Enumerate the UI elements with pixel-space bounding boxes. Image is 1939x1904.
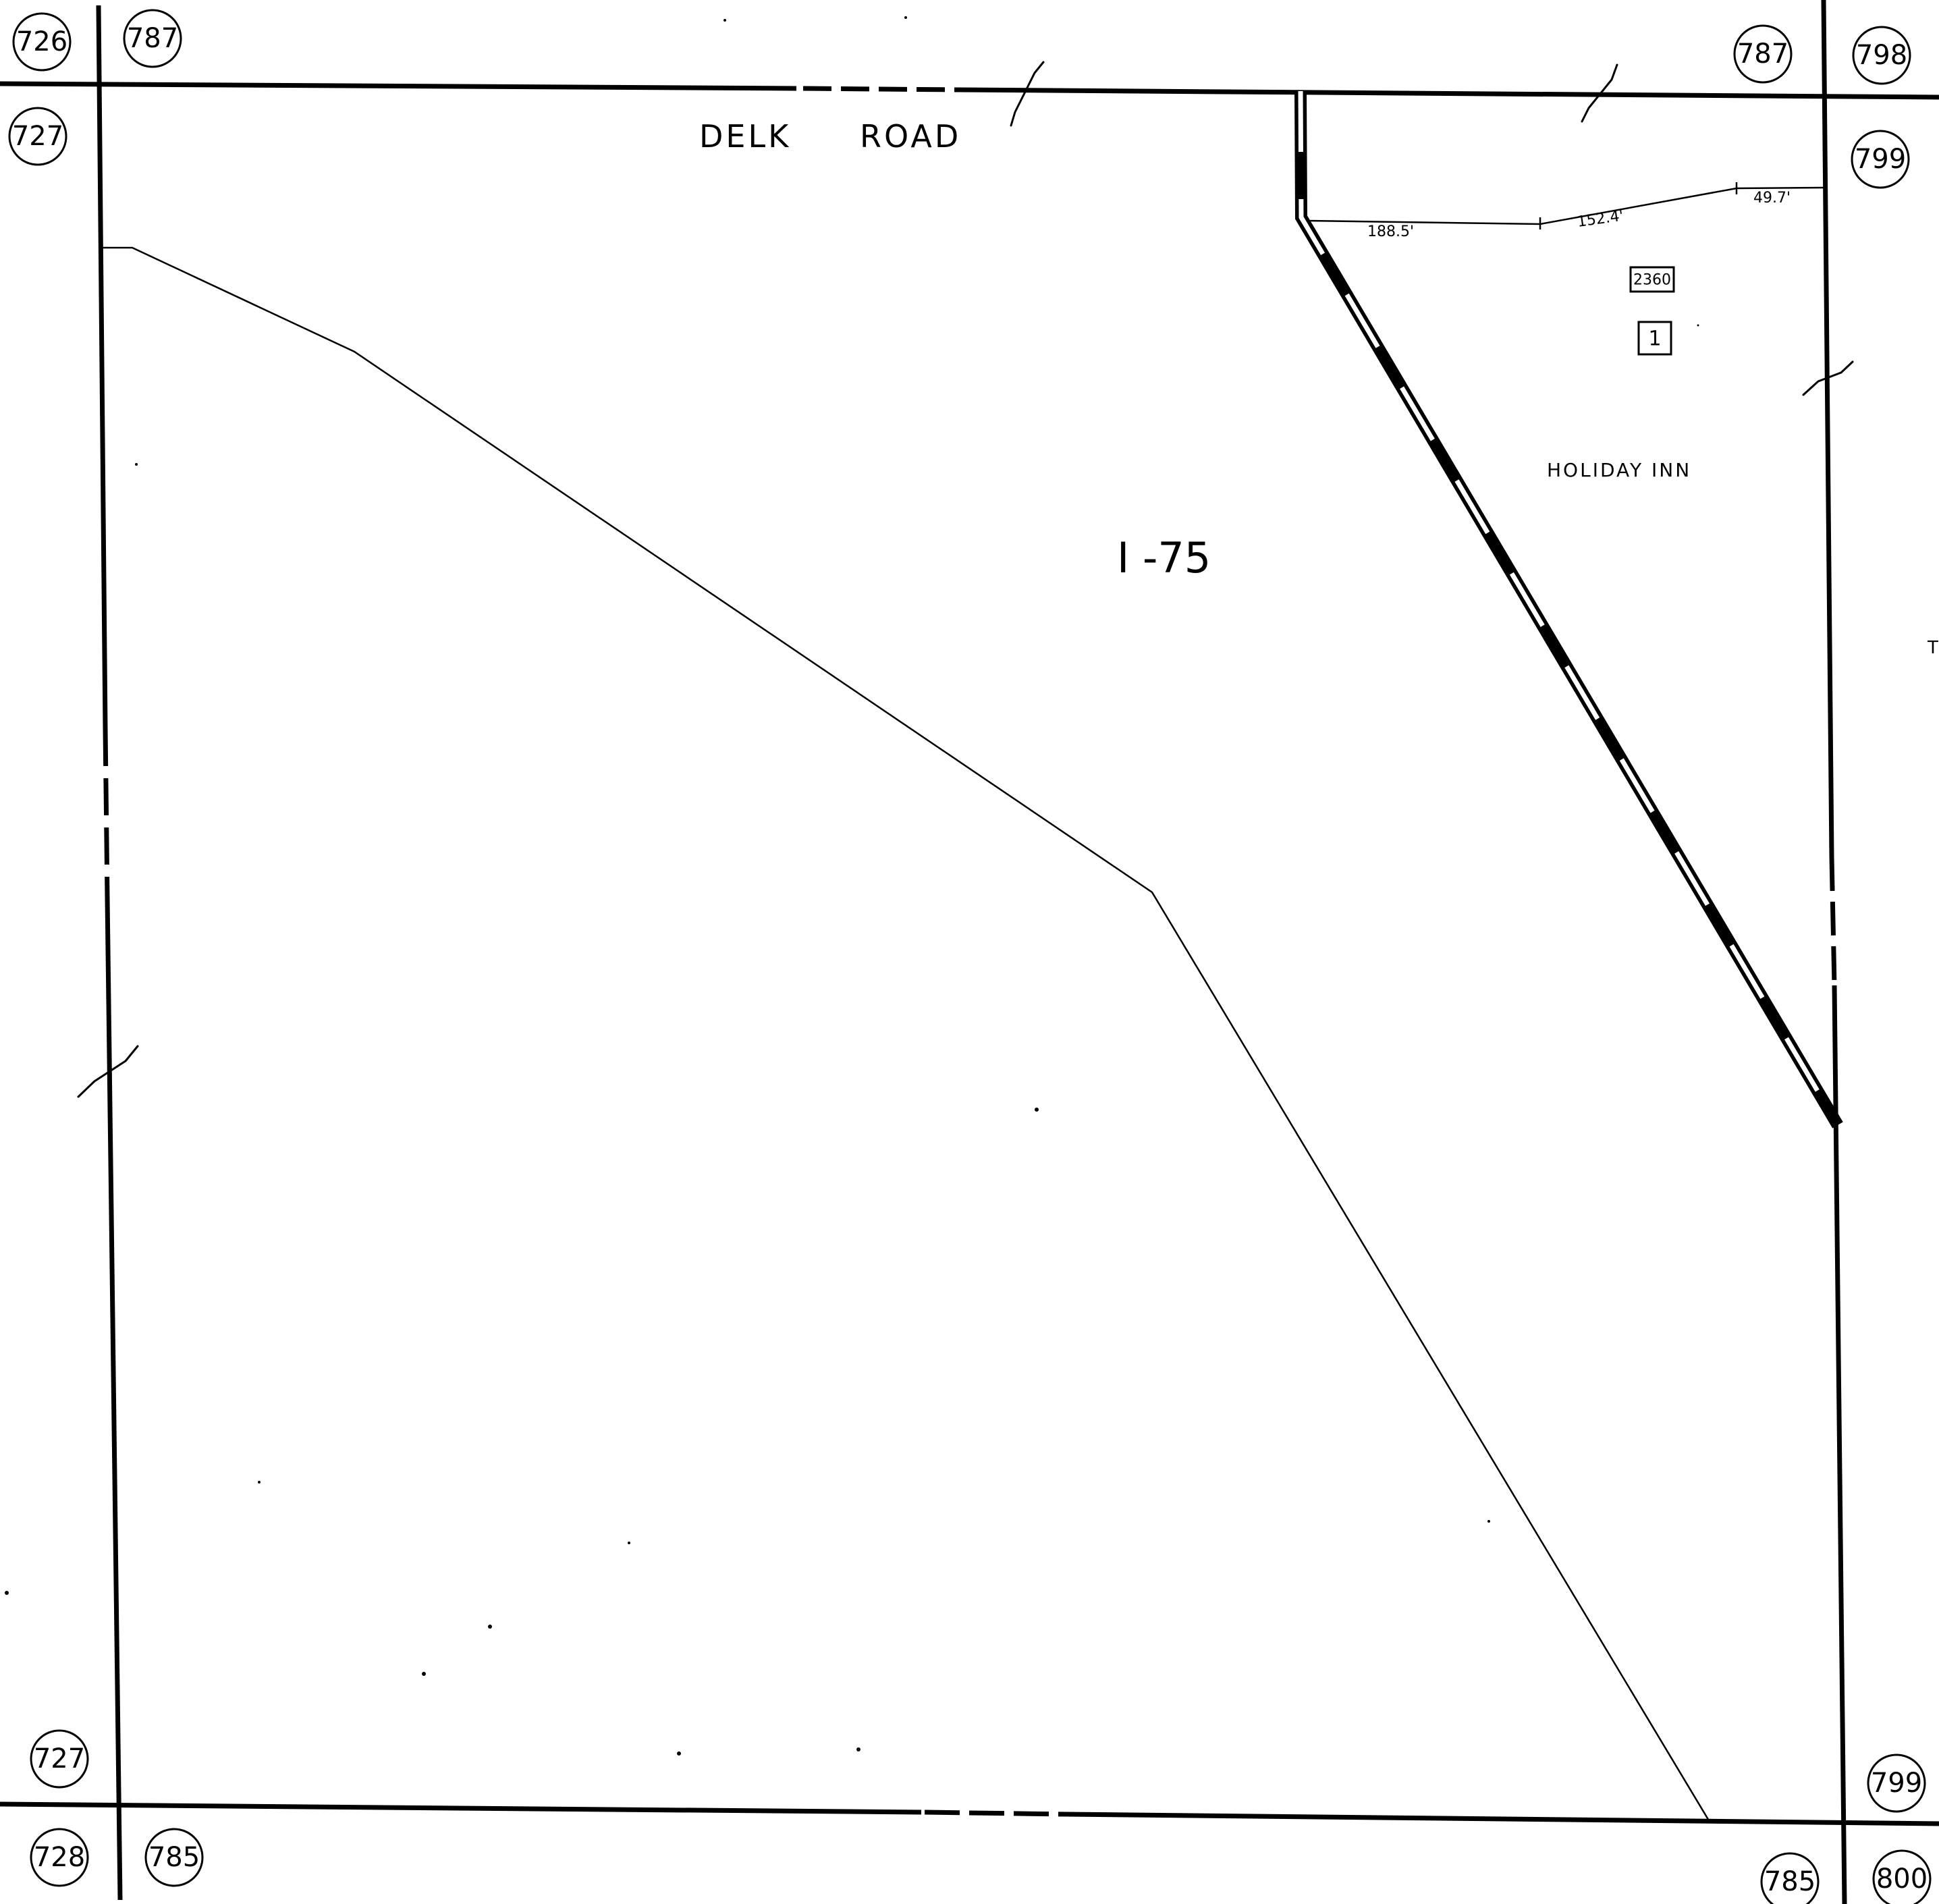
sheet-reference-circles: 726 787 787 798 727 799 727 799 [8,9,1932,1904]
parcel-boundary-heavy [1294,90,1843,1128]
right-boundary-dashes [1829,856,1837,986]
svg-text:787: 787 [127,23,178,54]
sheet-ref-785-right: 785 [1760,1852,1820,1904]
dimension-188-5: 188.5' [1367,223,1414,240]
sheet-ref-785-left: 785 [144,1828,204,1887]
sheet-ref-799-upper: 799 [1851,130,1910,189]
scan-specks [5,16,1699,1756]
parcel-north-polyline [1307,186,1824,225]
svg-text:728: 728 [34,1842,85,1873]
bottom-boundary-dashes [924,1810,1067,1817]
svg-text:785: 785 [1764,1866,1815,1897]
left-boundary-lower [105,897,123,1901]
sheet-ref-727-upper: 727 [8,107,67,166]
parcel-boxes: 2360 1 [1629,266,1675,356]
address-number: 2360 [1633,272,1671,289]
svg-text:799: 799 [1855,144,1906,175]
top-boundary-right [958,87,1939,100]
parcel-number-box [1637,321,1672,356]
top-boundary-left [0,81,797,91]
dimension-labels: 188.5' 152.4' 49.7' [1367,190,1791,240]
svg-text:798: 798 [1856,40,1907,71]
heavy-line-inner [1298,90,1840,1126]
sheet-ref-800: 800 [1872,1849,1932,1904]
sheet-ref-787-left: 787 [123,9,182,68]
sheet-ref-726: 726 [12,12,72,72]
delk-label: DELK [699,118,791,155]
sheet-ref-799-lower: 799 [1867,1753,1926,1813]
sheet-ref-798: 798 [1852,26,1911,85]
parcel-north-line [1307,182,1824,229]
interstate-label: I -75 [1117,533,1211,582]
tie-mark-right [1802,360,1854,396]
right-boundary-upper [1821,0,1834,858]
left-boundary-dashes [103,728,110,898]
road-names: DELK ROAD I -75 HOLIDAY INN T [699,118,1938,658]
svg-text:727: 727 [34,1743,85,1774]
dimension-49-7: 49.7' [1753,190,1791,207]
heavy-line-outline [1294,90,1843,1128]
bottom-boundary-left [0,1801,922,1815]
right-boundary-lower [1832,985,1847,1904]
tie-mark-left [77,1045,139,1098]
dimension-152-4: 152.4' [1576,208,1624,231]
bottom-boundary-right [1066,1812,1939,1826]
sheet-ref-727-lower: 727 [30,1729,89,1789]
edge-letter: T [1927,638,1938,658]
svg-text:787: 787 [1737,38,1788,70]
parcel-number: 1 [1648,327,1661,351]
svg-text:726: 726 [16,26,67,57]
svg-text:727: 727 [12,121,63,152]
sheet-ref-728: 728 [30,1828,89,1887]
address-box [1629,266,1675,293]
interstate-right-of-way [103,246,1711,1822]
holiday-inn-label: HOLIDAY INN [1547,459,1691,481]
svg-text:785: 785 [148,1842,200,1873]
i75-west-line [103,246,1711,1822]
tie-mark-top-right [1581,63,1618,123]
top-boundary-dashes [802,86,959,92]
svg-text:799: 799 [1871,1768,1922,1799]
tie-marks [77,61,1854,1098]
left-boundary-upper [96,5,108,730]
sheet-ref-787-right: 787 [1733,24,1793,84]
svg-text:800: 800 [1876,1864,1928,1895]
road-label: ROAD [860,118,961,155]
tie-mark-top-center [1010,61,1045,127]
